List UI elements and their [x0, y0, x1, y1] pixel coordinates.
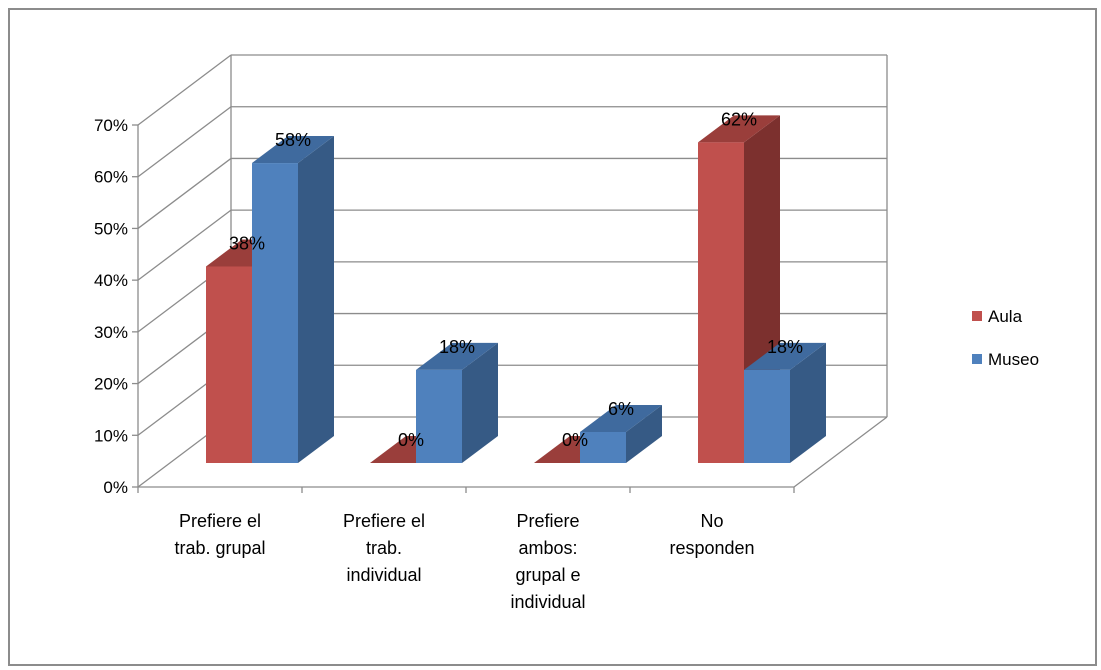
chart-frame: 0% 10% 20% 30% 40% 50% 60% 70% 38% 58% 0% 18% 0% 6% 6…: [8, 8, 1097, 666]
y-tick-label: 10%: [94, 426, 128, 445]
x-tick-label: responden: [669, 538, 754, 558]
x-tick-label: trab. grupal: [174, 538, 265, 558]
x-tick-label: Prefiere el: [179, 511, 261, 531]
y-tick-label: 70%: [94, 116, 128, 135]
bar-museo-1: [252, 136, 334, 464]
x-tick-label: grupal e: [515, 565, 580, 585]
gridline-side: [137, 106, 232, 178]
bar-top: [698, 115, 780, 143]
data-label: 38%: [229, 233, 265, 253]
x-tick-labels: Prefiere el trab. grupal Prefiere el trab. i…: [174, 511, 754, 612]
bar-museo-4: [744, 342, 826, 463]
bar-side: [626, 404, 662, 463]
data-label: 62%: [721, 109, 757, 129]
x-tick-label: individual: [510, 592, 585, 612]
data-label: 6%: [608, 399, 634, 419]
bar-front: [252, 163, 298, 464]
x-tick-label: ambos:: [518, 538, 577, 558]
data-label: 0%: [398, 430, 424, 450]
data-label: 18%: [439, 337, 475, 357]
bar-side: [462, 342, 498, 463]
y-tick-label: 40%: [94, 271, 128, 290]
y-tick-label: 60%: [94, 168, 128, 187]
y-tick-label: 0%: [103, 478, 128, 497]
data-label: 0%: [562, 430, 588, 450]
data-label: 18%: [767, 337, 803, 357]
data-labels: 38% 58% 0% 18% 0% 6% 62% 18%: [229, 109, 803, 450]
x-tick-label: individual: [346, 565, 421, 585]
gridline-side: [137, 54, 232, 126]
bar-top: [744, 342, 826, 370]
y-tick-label: 50%: [94, 219, 128, 238]
bar-front: [744, 369, 790, 463]
y-tick-labels: 0% 10% 20% 30% 40% 50% 60% 70%: [94, 116, 128, 497]
axes: [132, 124, 888, 493]
x-tick-label: No: [700, 511, 723, 531]
bar-front: [698, 142, 744, 463]
bar-museo-2: [416, 342, 498, 463]
data-label: 58%: [275, 130, 311, 150]
y-tick-label: 30%: [94, 323, 128, 342]
bar-top: [416, 342, 498, 370]
gridline-side: [137, 157, 232, 229]
bar-top: [252, 136, 334, 164]
gridline-side: [137, 209, 232, 281]
bar-front: [206, 266, 252, 463]
legend-swatch-museo: [972, 354, 982, 364]
legend-label-museo: Museo: [988, 350, 1039, 369]
legend: Aula Museo: [972, 307, 1039, 369]
bars: [206, 115, 826, 464]
bar-chart-3d: 0% 10% 20% 30% 40% 50% 60% 70% 38% 58% 0% 18% 0% 6% 6…: [94, 54, 1039, 612]
legend-label-aula: Aula: [988, 307, 1023, 326]
y-tick-label: 20%: [94, 375, 128, 394]
x-tick-label: Prefiere: [516, 511, 579, 531]
legend-swatch-aula: [972, 311, 982, 321]
bar-side: [298, 136, 334, 464]
bar-side: [790, 342, 826, 463]
bar-top: [580, 404, 662, 432]
bar-front: [580, 431, 626, 463]
bar-museo-3: [580, 404, 662, 463]
bar-front: [416, 369, 462, 463]
x-tick-label: trab.: [366, 538, 402, 558]
x-tick-label: Prefiere el: [343, 511, 425, 531]
